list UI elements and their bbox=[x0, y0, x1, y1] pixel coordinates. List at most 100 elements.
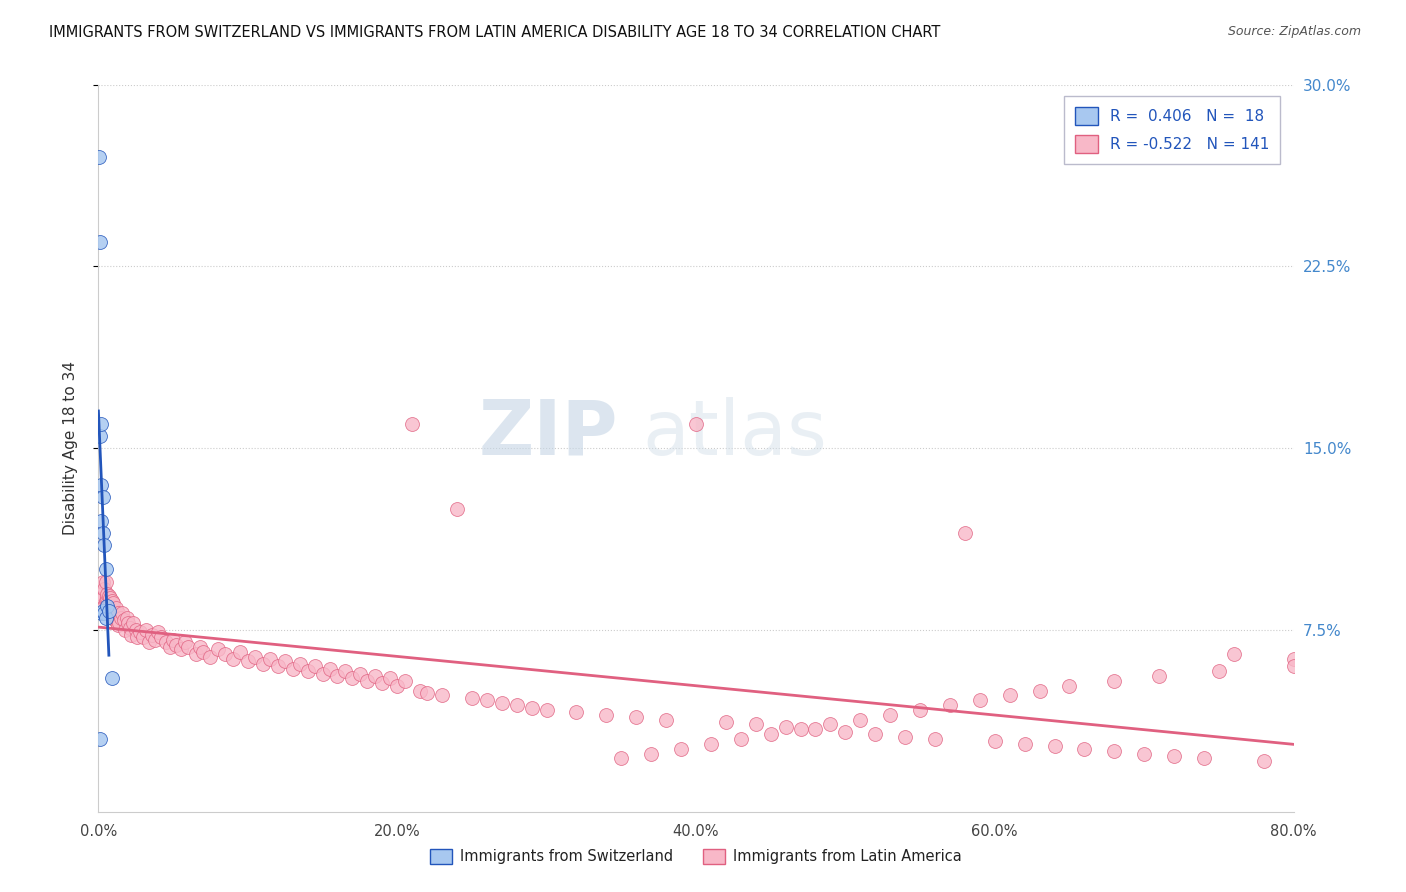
Point bbox=[117, 615, 139, 630]
Point bbox=[759, 727, 782, 741]
Point bbox=[101, 594, 124, 608]
Point bbox=[107, 606, 129, 620]
Point bbox=[1133, 747, 1156, 761]
Point bbox=[129, 625, 152, 640]
Point bbox=[1282, 659, 1305, 673]
Point bbox=[984, 734, 1007, 748]
Point bbox=[685, 417, 707, 431]
Point bbox=[236, 655, 259, 669]
Point bbox=[274, 655, 297, 669]
Point bbox=[94, 611, 117, 625]
Point bbox=[118, 621, 141, 635]
Point bbox=[91, 490, 114, 504]
Point bbox=[89, 731, 111, 746]
Point bbox=[401, 417, 423, 431]
Point bbox=[669, 741, 692, 756]
Point bbox=[127, 630, 149, 644]
Point bbox=[1014, 737, 1036, 751]
Point bbox=[98, 591, 122, 606]
Point bbox=[91, 604, 114, 618]
Point bbox=[333, 664, 356, 678]
Point bbox=[1223, 647, 1246, 661]
Point bbox=[865, 727, 887, 741]
Point bbox=[894, 730, 917, 744]
Point bbox=[104, 606, 127, 620]
Point bbox=[319, 662, 342, 676]
Point bbox=[155, 635, 177, 649]
Point bbox=[1073, 741, 1095, 756]
Point bbox=[267, 659, 290, 673]
Point bbox=[655, 713, 678, 727]
Point bbox=[96, 599, 118, 613]
Point bbox=[1104, 744, 1126, 758]
Point bbox=[939, 698, 962, 712]
Point bbox=[174, 635, 197, 649]
Point bbox=[385, 679, 409, 693]
Point bbox=[132, 630, 155, 644]
Point bbox=[1192, 751, 1215, 765]
Point bbox=[378, 672, 401, 686]
Point bbox=[430, 689, 453, 703]
Point bbox=[1163, 749, 1185, 764]
Point bbox=[188, 640, 211, 654]
Text: IMMIGRANTS FROM SWITZERLAND VS IMMIGRANTS FROM LATIN AMERICA DISABILITY AGE 18 T: IMMIGRANTS FROM SWITZERLAND VS IMMIGRANT… bbox=[49, 25, 941, 40]
Point bbox=[89, 235, 111, 250]
Point bbox=[191, 645, 214, 659]
Point bbox=[94, 604, 117, 618]
Point bbox=[356, 673, 378, 688]
Point bbox=[177, 640, 200, 654]
Point bbox=[97, 589, 120, 603]
Point bbox=[461, 690, 484, 705]
Point bbox=[714, 714, 737, 729]
Point bbox=[90, 417, 112, 431]
Point bbox=[91, 591, 114, 606]
Point bbox=[879, 707, 901, 722]
Point bbox=[94, 574, 117, 589]
Point bbox=[90, 606, 112, 620]
Point bbox=[135, 623, 157, 637]
Point bbox=[349, 666, 371, 681]
Point bbox=[416, 686, 439, 700]
Point bbox=[304, 659, 326, 673]
Point bbox=[281, 662, 304, 676]
Point bbox=[165, 638, 187, 652]
Point bbox=[115, 611, 138, 625]
Point bbox=[998, 689, 1021, 703]
Point bbox=[745, 717, 768, 731]
Point bbox=[1028, 683, 1050, 698]
Point bbox=[103, 596, 125, 610]
Point bbox=[222, 652, 245, 666]
Point bbox=[90, 587, 112, 601]
Point bbox=[112, 613, 135, 627]
Point bbox=[111, 606, 134, 620]
Point bbox=[101, 599, 124, 613]
Point bbox=[1147, 669, 1170, 683]
Point bbox=[110, 611, 132, 625]
Point bbox=[162, 632, 184, 647]
Point bbox=[108, 615, 131, 630]
Point bbox=[700, 737, 723, 751]
Point bbox=[1253, 754, 1275, 768]
Point bbox=[252, 657, 274, 671]
Point bbox=[626, 710, 648, 724]
Point bbox=[184, 647, 207, 661]
Point bbox=[326, 669, 349, 683]
Point bbox=[93, 582, 115, 596]
Point bbox=[97, 606, 120, 620]
Text: ZIP: ZIP bbox=[479, 397, 619, 471]
Point bbox=[342, 672, 364, 686]
Point bbox=[105, 611, 128, 625]
Point bbox=[834, 724, 856, 739]
Point bbox=[120, 628, 142, 642]
Point bbox=[259, 652, 281, 666]
Point bbox=[1059, 679, 1081, 693]
Point bbox=[229, 645, 252, 659]
Point bbox=[1104, 673, 1126, 688]
Point bbox=[288, 657, 311, 671]
Point bbox=[105, 601, 128, 615]
Point bbox=[89, 150, 111, 164]
Point bbox=[89, 429, 111, 443]
Point bbox=[94, 562, 117, 576]
Point bbox=[1282, 652, 1305, 666]
Point bbox=[96, 596, 118, 610]
